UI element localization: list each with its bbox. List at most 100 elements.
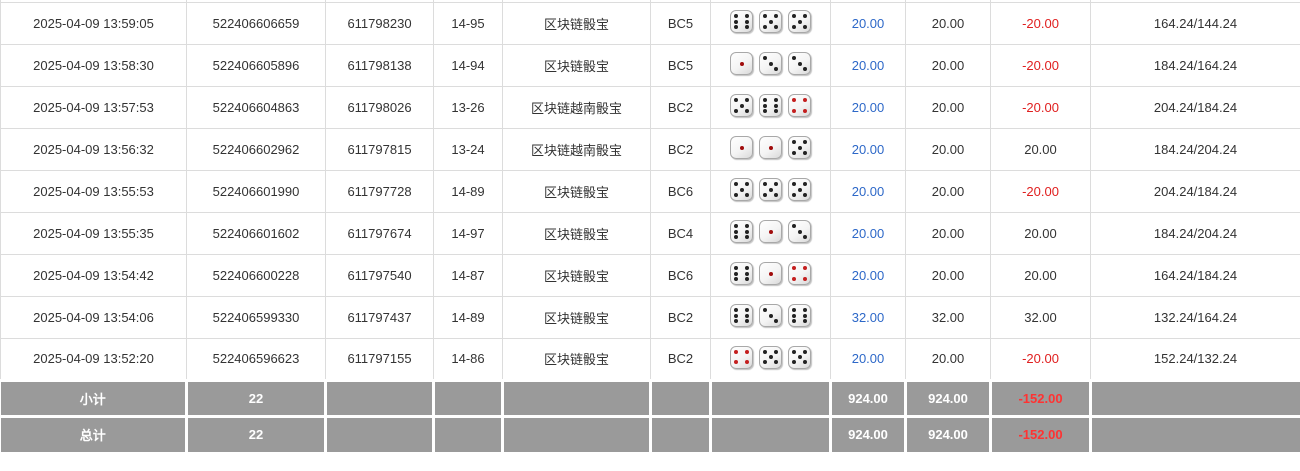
die-face-3 [759, 304, 782, 327]
win-loss: -20.00 [990, 170, 1091, 213]
die-pip [763, 14, 768, 19]
die-pip [802, 308, 807, 313]
table-code: BC6 [650, 170, 711, 213]
die-pip [744, 349, 749, 354]
round-id: 611798138 [325, 44, 434, 87]
win-loss: -20.00 [990, 86, 1091, 129]
balance: 204.24/184.24 [1090, 170, 1300, 213]
die-face-5 [759, 10, 782, 33]
die-pip [797, 19, 802, 24]
die-pip [792, 308, 797, 313]
die-pip [744, 271, 749, 276]
die-pip [802, 66, 807, 71]
period: 14-86 [433, 338, 503, 381]
subtotal-row-bet: 924.00 [829, 378, 906, 416]
balance: 184.24/164.24 [1090, 44, 1300, 87]
table-code: BC2 [650, 128, 711, 171]
dice-result [710, 212, 831, 255]
bet-amount-link[interactable]: 20.00 [830, 170, 906, 213]
bet-time: 2025-04-09 13:54:06 [0, 296, 187, 339]
game-name: 区块链骰宝 [502, 170, 651, 213]
die-face-4 [730, 345, 753, 369]
die-pip [734, 224, 739, 229]
die-face-1 [730, 52, 753, 75]
dice-result [710, 44, 831, 87]
bet-time: 2025-04-09 13:55:35 [0, 212, 187, 255]
win-loss: -20.00 [990, 44, 1091, 87]
period: 14-89 [433, 296, 503, 339]
dice-group [730, 304, 811, 327]
balance: 164.24/144.24 [1090, 2, 1300, 45]
die-pip [763, 24, 768, 29]
bet-amount-link[interactable]: 20.00 [830, 44, 906, 87]
bet-amount-link[interactable]: 20.00 [830, 338, 906, 381]
die-pip [768, 313, 773, 318]
die-pip [802, 98, 807, 103]
die-pip [739, 103, 744, 108]
dice-result [710, 128, 831, 171]
bet-history-table: 2025-04-09 13:59:05 522406606659 611798230… [0, 0, 1300, 452]
total-row-empty-cell [324, 414, 434, 452]
die-pip [734, 360, 739, 365]
bet-time: 2025-04-09 13:57:53 [0, 86, 187, 129]
valid-amount: 20.00 [905, 170, 991, 213]
period: 13-26 [433, 86, 503, 129]
die-face-6 [730, 304, 753, 327]
bet-amount-link[interactable]: 20.00 [830, 254, 906, 297]
bet-amount-link[interactable]: 20.00 [830, 212, 906, 255]
die-pip [763, 308, 768, 313]
subtotal-row-empty-cell [432, 378, 503, 416]
game-name: 区块链骰宝 [502, 338, 651, 381]
die-face-1 [730, 136, 753, 159]
clipped-previous-row [0, 0, 1300, 3]
die-pip [768, 187, 773, 192]
die-face-5 [730, 94, 753, 117]
die-face-3 [788, 52, 811, 75]
subtotal-row-win-loss: -152.00 [989, 378, 1091, 416]
valid-amount: 20.00 [905, 86, 991, 129]
win-loss: 20.00 [990, 254, 1091, 297]
round-id: 611797728 [325, 170, 434, 213]
die-pip [792, 266, 797, 271]
game-name: 区块链越南骰宝 [502, 128, 651, 171]
die-pip [802, 14, 807, 19]
bet-amount-link[interactable]: 32.00 [830, 296, 906, 339]
die-pip [739, 187, 744, 192]
round-id: 611798026 [325, 86, 434, 129]
table-row: 2025-04-09 13:55:35 522406601602 611797674… [0, 212, 1300, 255]
table-code: BC2 [650, 86, 711, 129]
die-pip [734, 108, 739, 113]
die-pip [768, 271, 773, 276]
bet-amount-link[interactable]: 20.00 [830, 128, 906, 171]
dice-group [730, 178, 811, 201]
die-pip [802, 192, 807, 197]
total-row-count: 22 [185, 414, 326, 452]
die-pip [773, 98, 778, 103]
total-row-empty-cell [709, 414, 831, 452]
order-id: 522406602962 [186, 128, 326, 171]
table-footer: 小计 22 924.00 924.00 -152.00 总计 22 924.00 924.00-… [0, 378, 1300, 452]
valid-amount: 20.00 [905, 128, 991, 171]
die-pip [792, 140, 797, 145]
table-row: 2025-04-09 13:57:53 522406604863 611798026… [0, 86, 1300, 129]
bet-amount-link[interactable]: 20.00 [830, 86, 906, 129]
die-pip [739, 61, 744, 66]
die-pip [744, 308, 749, 313]
dice-group [730, 136, 811, 159]
period: 14-95 [433, 2, 503, 45]
die-pip [734, 19, 739, 24]
die-pip [734, 14, 739, 19]
die-face-5 [759, 178, 782, 201]
valid-amount: 20.00 [905, 44, 991, 87]
bet-amount-link[interactable]: 20.00 [830, 2, 906, 45]
die-face-6 [759, 94, 782, 117]
die-face-5 [759, 345, 782, 369]
dice-group [730, 52, 811, 75]
dice-group [730, 262, 811, 285]
valid-amount: 32.00 [905, 296, 991, 339]
table-row: 2025-04-09 13:54:42 522406600228 611797540… [0, 254, 1300, 297]
die-pip [734, 229, 739, 234]
die-pip [792, 276, 797, 281]
win-loss: -20.00 [990, 338, 1091, 381]
die-pip [734, 234, 739, 239]
